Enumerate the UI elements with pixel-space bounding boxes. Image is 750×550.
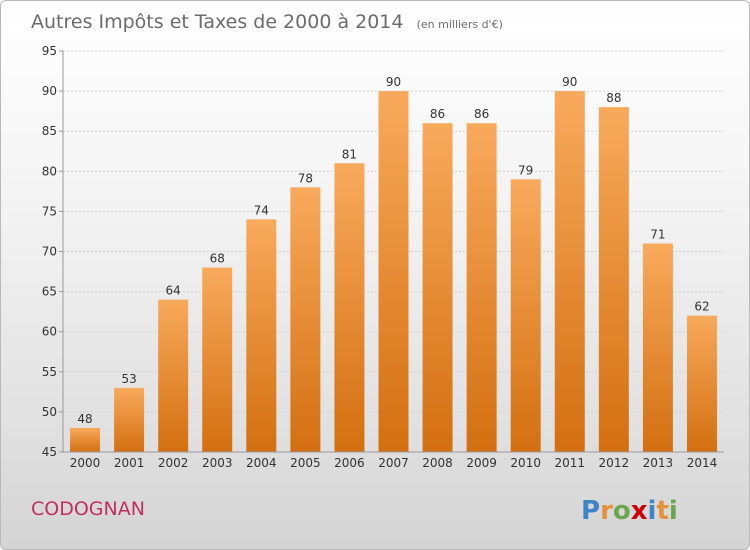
data-label: 53 [121,372,136,386]
chart-subtitle: (en milliers d'€) [417,18,503,31]
x-tick-label: 2001 [114,456,145,470]
data-label: 74 [254,203,269,217]
bar [422,123,453,453]
chart-title: Autres Impôts et Taxes de 2000 à 2014 (e… [31,11,503,33]
data-label: 62 [694,300,709,314]
data-label: 86 [430,107,445,121]
x-tick-label: 2008 [422,456,453,470]
logo-letter: i [648,496,657,526]
y-tick-label: 60 [42,325,57,339]
chart-title-main: Autres Impôts et Taxes de 2000 à 2014 [31,11,404,33]
y-tick-label: 45 [42,445,57,459]
data-label: 78 [298,171,313,185]
data-label: 64 [166,284,181,298]
data-label: 86 [474,107,489,121]
x-tick-label: 2002 [158,456,189,470]
logo-letter: x [631,496,648,526]
y-tick-label: 95 [42,44,57,58]
x-tick-label: 2014 [687,456,718,470]
x-tick-label: 2005 [290,456,321,470]
x-tick-label: 2006 [334,456,365,470]
logo-letter: i [669,496,678,526]
bar [598,107,629,452]
bar [554,91,585,452]
data-label: 79 [518,163,533,177]
data-label: 90 [386,75,401,89]
x-tick-label: 2012 [599,456,630,470]
y-tick-label: 65 [42,285,57,299]
x-tick-label: 2007 [378,456,409,470]
bar [510,179,541,452]
x-tick-label: 2004 [246,456,277,470]
x-tick-label: 2013 [643,456,674,470]
proxiti-logo: Proxiti [581,496,678,526]
bar [290,187,321,452]
data-label: 68 [210,252,225,266]
data-label: 88 [606,91,621,105]
logo-letter: t [656,496,668,526]
bar [246,219,277,452]
logo-letter: o [613,496,631,526]
bar [378,91,409,452]
y-tick-label: 85 [42,124,57,138]
y-tick-label: 80 [42,164,57,178]
x-tick-label: 2000 [70,456,101,470]
bar [642,243,673,452]
bar [466,123,497,453]
bar [334,163,365,452]
y-tick-label: 75 [42,204,57,218]
data-label: 81 [342,147,357,161]
data-label: 71 [650,227,665,241]
commune-name: CODOGNAN [31,498,145,520]
y-tick-label: 50 [42,405,57,419]
x-tick-label: 2011 [554,456,585,470]
data-label: 90 [562,75,577,89]
bar [158,299,189,452]
data-label: 48 [77,412,92,426]
x-tick-label: 2003 [202,456,233,470]
bar [114,387,145,452]
x-tick-label: 2010 [510,456,541,470]
y-tick-label: 70 [42,245,57,259]
y-axis-ticks: 45 50 55 60 65 70 75 80 85 90 95 [42,44,63,459]
x-axis-ticks: 2000 2001 2002 2003 2004 2005 2006 2007 2008 2009… [70,456,717,470]
y-tick-label: 90 [42,84,57,98]
bar [686,315,717,452]
x-tick-label: 2009 [466,456,497,470]
logo-letter: r [600,496,613,526]
bar [202,267,233,452]
axes [62,51,724,453]
y-tick-label: 55 [42,365,57,379]
bars: 48 53 64 68 74 78 81 90 86 86 79 90 88 71 62 [70,75,717,453]
bar [70,427,101,452]
logo-letter: P [581,496,600,526]
